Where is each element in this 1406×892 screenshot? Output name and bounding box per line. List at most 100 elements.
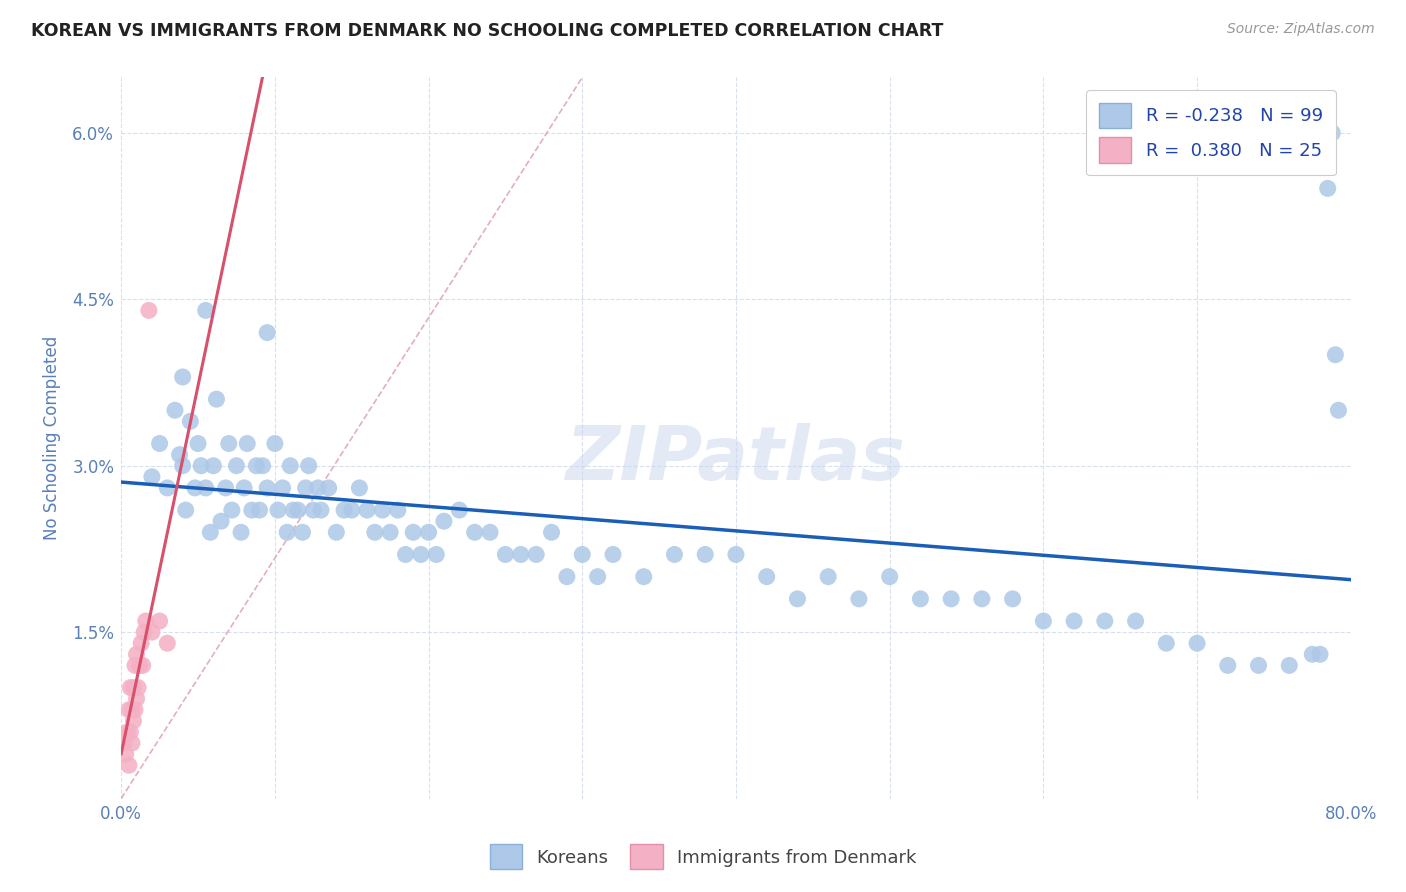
Point xyxy=(149,436,172,450)
Point xyxy=(156,636,179,650)
Point xyxy=(135,614,157,628)
Point xyxy=(120,681,142,695)
Point xyxy=(318,481,340,495)
Point xyxy=(141,470,163,484)
Point xyxy=(433,514,456,528)
Point xyxy=(263,436,285,450)
Point xyxy=(149,614,172,628)
Point xyxy=(184,481,207,495)
Point xyxy=(245,458,267,473)
Point xyxy=(271,481,294,495)
Point xyxy=(1316,181,1339,195)
Point xyxy=(225,458,247,473)
Point xyxy=(128,658,150,673)
Point xyxy=(129,636,152,650)
Point xyxy=(291,525,314,540)
Point xyxy=(449,503,471,517)
Point xyxy=(172,370,194,384)
Point xyxy=(695,548,717,562)
Point xyxy=(252,458,274,473)
Point xyxy=(664,548,686,562)
Point xyxy=(1125,614,1147,628)
Point xyxy=(1216,658,1239,673)
Point xyxy=(233,481,256,495)
Point xyxy=(540,525,562,540)
Point xyxy=(127,681,149,695)
Point xyxy=(278,458,301,473)
Point xyxy=(131,658,153,673)
Point xyxy=(848,591,870,606)
Point xyxy=(221,503,243,517)
Point xyxy=(464,525,486,540)
Point xyxy=(418,525,440,540)
Point xyxy=(283,503,305,517)
Point xyxy=(602,548,624,562)
Point xyxy=(1327,403,1350,417)
Point xyxy=(236,436,259,450)
Point xyxy=(122,714,145,728)
Point xyxy=(134,625,156,640)
Legend: Koreans, Immigrants from Denmark: Koreans, Immigrants from Denmark xyxy=(481,835,925,879)
Point xyxy=(163,403,186,417)
Point xyxy=(364,525,387,540)
Point xyxy=(209,514,232,528)
Point xyxy=(1322,126,1344,140)
Point xyxy=(122,681,145,695)
Point xyxy=(633,569,655,583)
Point xyxy=(970,591,993,606)
Point xyxy=(479,525,502,540)
Point xyxy=(879,569,901,583)
Point xyxy=(256,326,278,340)
Point xyxy=(174,503,197,517)
Point xyxy=(112,736,135,750)
Point xyxy=(571,548,593,562)
Text: ZIPatlas: ZIPatlas xyxy=(567,423,905,496)
Point xyxy=(524,548,547,562)
Point xyxy=(294,481,316,495)
Point xyxy=(1094,614,1116,628)
Point xyxy=(298,458,321,473)
Point xyxy=(724,548,747,562)
Point xyxy=(333,503,356,517)
Point xyxy=(287,503,309,517)
Point xyxy=(349,481,371,495)
Point xyxy=(194,303,217,318)
Point xyxy=(1156,636,1178,650)
Point xyxy=(218,436,240,450)
Point xyxy=(307,481,329,495)
Point xyxy=(125,691,148,706)
Point xyxy=(205,392,228,406)
Point xyxy=(1247,658,1270,673)
Point xyxy=(1063,614,1085,628)
Point xyxy=(172,458,194,473)
Legend: R = -0.238   N = 99, R =  0.380   N = 25: R = -0.238 N = 99, R = 0.380 N = 25 xyxy=(1087,90,1336,176)
Point xyxy=(309,503,332,517)
Point xyxy=(141,625,163,640)
Point xyxy=(200,525,222,540)
Point xyxy=(276,525,298,540)
Text: Source: ZipAtlas.com: Source: ZipAtlas.com xyxy=(1227,22,1375,37)
Point xyxy=(190,458,212,473)
Point xyxy=(555,569,578,583)
Point xyxy=(409,548,432,562)
Point xyxy=(371,503,394,517)
Point xyxy=(125,648,148,662)
Point xyxy=(187,436,209,450)
Point xyxy=(1301,648,1323,662)
Point xyxy=(387,503,409,517)
Point xyxy=(586,569,609,583)
Point xyxy=(939,591,962,606)
Point xyxy=(138,303,160,318)
Point xyxy=(169,448,191,462)
Point xyxy=(509,548,531,562)
Point xyxy=(1185,636,1208,650)
Y-axis label: No Schooling Completed: No Schooling Completed xyxy=(44,336,60,541)
Point xyxy=(755,569,778,583)
Point xyxy=(249,503,271,517)
Point xyxy=(120,725,142,739)
Point xyxy=(378,525,401,540)
Point xyxy=(121,703,143,717)
Point xyxy=(117,725,139,739)
Point xyxy=(240,503,263,517)
Point xyxy=(1278,658,1301,673)
